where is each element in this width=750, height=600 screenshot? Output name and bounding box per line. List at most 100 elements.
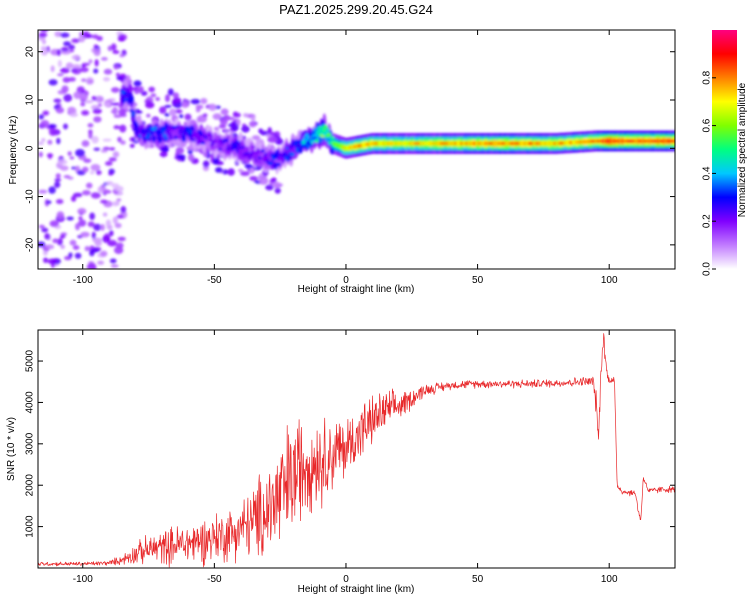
heatmap-cell — [99, 250, 108, 257]
heatmap-cell — [213, 126, 220, 131]
snr-frame — [37, 329, 676, 569]
heatmap-ridge-cell — [151, 134, 157, 143]
heatmap-cell — [94, 59, 99, 67]
heatmap-ridge-cell — [314, 139, 319, 143]
heatmap-cell — [63, 174, 71, 179]
heatmap-cell — [38, 114, 45, 120]
heatmap-ridge-cell — [195, 132, 201, 137]
heatmap-cell — [40, 120, 50, 128]
heatmap-cell — [42, 39, 47, 45]
heatmap-cell — [81, 78, 87, 82]
heatmap-ridge-cell — [326, 132, 332, 137]
heatmap-cell — [88, 59, 93, 64]
heatmap-ridge-cell — [187, 130, 193, 134]
heatmap-ridge-cell — [282, 152, 288, 156]
heatmap-ridge-cell — [129, 108, 134, 113]
heatmap-cell — [271, 177, 277, 184]
y-tick-label: 20 — [25, 46, 36, 58]
heatmap-ridge-cell — [157, 130, 163, 135]
snr-series-line — [38, 333, 675, 568]
heatmap-cell — [94, 240, 102, 247]
heatmap-ridge-cell — [273, 161, 278, 170]
heatmap-ridge-cell — [131, 111, 136, 116]
heatmap-cell — [91, 231, 96, 239]
heatmap-ridge-cell — [300, 145, 305, 149]
heatmap-cell — [48, 79, 58, 86]
heatmap-cell — [274, 187, 281, 194]
heatmap-cell — [240, 171, 250, 176]
heatmap-cell — [265, 184, 274, 191]
heatmap-cell — [78, 216, 83, 220]
heatmap-cell — [75, 149, 85, 157]
heatmap-ridge-cell — [268, 161, 273, 165]
heatmap-cell — [87, 123, 94, 128]
heatmap-cell — [47, 153, 53, 160]
heatmap-cell — [100, 149, 108, 153]
heatmap-cell — [46, 200, 52, 204]
heatmap-ridge-cell — [311, 130, 316, 134]
heatmap-cell — [89, 212, 96, 221]
heatmap-cell — [38, 241, 46, 248]
heatmap-cell — [40, 47, 48, 56]
heatmap-cell — [67, 151, 72, 156]
x-tick-label: 100 — [601, 275, 618, 286]
heatmap-cell — [38, 224, 45, 229]
x-tick-label: 0 — [343, 574, 349, 585]
heatmap-cell — [116, 198, 122, 202]
chart-title: PAZ1.2025.299.20.45.G24 — [279, 2, 433, 17]
heatmap-cell — [93, 48, 101, 57]
heatmap-cell — [117, 136, 122, 143]
heatmap-cell — [54, 181, 61, 188]
heatmap-cell — [97, 260, 105, 265]
heatmap-cell — [267, 136, 278, 143]
heatmap-ridge-cell — [315, 130, 321, 135]
heatmap-cell — [60, 47, 69, 52]
colorbar-tick-label: 0.0 — [702, 262, 713, 276]
heatmap-cell — [68, 49, 75, 53]
x-tick-label: 100 — [601, 574, 618, 585]
heatmap-ridge-cell — [126, 98, 131, 103]
heatmap-cell — [86, 34, 94, 39]
heatmap-cell — [69, 156, 75, 160]
heatmap-ridge-cell — [296, 139, 302, 144]
heatmap-cell — [68, 252, 73, 258]
heatmap-cell — [40, 46, 47, 50]
heatmap-cell — [42, 110, 50, 116]
x-tick-label: 50 — [472, 275, 484, 286]
heatmap-cell — [242, 113, 249, 118]
heatmap-cell — [60, 32, 70, 38]
heatmap-cell — [93, 116, 102, 123]
heatmap-ridge-cell — [249, 151, 254, 156]
heatmap-cell — [110, 43, 117, 51]
heatmap-cell — [116, 76, 123, 81]
snr-ticks: -100 -50 0 50 100 1000 2000 3000 4000 5000 — [25, 330, 675, 585]
y-tick-label: -20 — [25, 237, 36, 252]
heatmap-cell — [74, 252, 82, 259]
heatmap-cell — [80, 231, 90, 238]
heatmap-ridge-cell — [290, 152, 295, 157]
heatmap-ridge-cell — [127, 92, 133, 96]
heatmap-cell — [107, 239, 117, 247]
heatmap-ridge-cell — [287, 146, 292, 150]
heatmap-ridge-cell — [181, 134, 187, 143]
heatmap-cell — [120, 140, 126, 145]
heatmap-cell — [249, 175, 258, 181]
heatmap-ridge-cell — [200, 141, 205, 145]
heatmap-cell — [169, 108, 177, 117]
heatmap-cell — [84, 246, 90, 252]
heatmap-cell — [133, 80, 142, 87]
heatmap-cell — [106, 181, 114, 186]
heatmap-cell — [150, 93, 157, 98]
heatmap-cell — [71, 38, 80, 43]
heatmap-cell — [220, 108, 229, 116]
heatmap-cell — [214, 167, 223, 173]
heatmap-cell — [55, 173, 61, 179]
heatmap-cell — [117, 37, 126, 42]
heatmap-cell — [102, 212, 108, 217]
heatmap-ridge-cell — [175, 125, 180, 129]
heatmap-cell — [145, 101, 155, 109]
heatmap-ridge-cell — [265, 159, 270, 163]
heatmap-ridge-cell — [236, 142, 242, 146]
